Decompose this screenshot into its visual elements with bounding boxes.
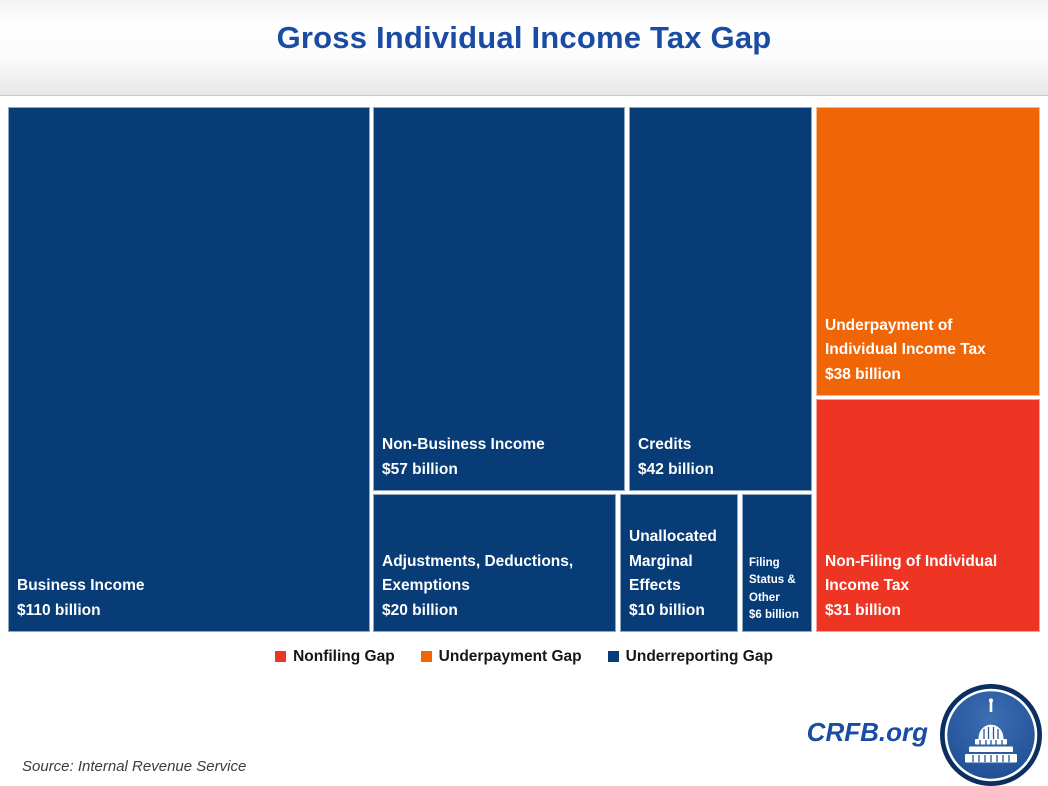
block-value: $110 billion xyxy=(17,601,101,619)
page-title: Gross Individual Income Tax Gap xyxy=(276,20,772,55)
treemap-block-adjustments-deductions-exemptions: Adjustments, Deductions, Exemptions $20 … xyxy=(373,494,616,632)
legend-label: Nonfiling Gap xyxy=(293,648,395,665)
treemap-block-filing-status-other: Filing Status & Other $6 billion xyxy=(742,494,812,632)
source-note: Source: Internal Revenue Service xyxy=(22,758,247,775)
block-label: Credits xyxy=(638,436,692,454)
legend-label: Underreporting Gap xyxy=(625,648,773,665)
block-label: Underpayment of Individual Income Tax xyxy=(825,316,986,359)
legend-item-underreporting: Underreporting Gap xyxy=(607,648,773,666)
crfb-capitol-logo-icon xyxy=(940,684,1042,786)
crfb-branding: CRFB.org xyxy=(807,684,1042,786)
title-banner: Gross Individual Income Tax Gap xyxy=(0,0,1048,96)
treemap-block-nonfiling: Non-Filing of Individual Income Tax $31 … xyxy=(816,399,1040,632)
legend: Nonfiling Gap Underpayment Gap Underrepo… xyxy=(0,648,1048,666)
treemap-block-unallocated-marginal-effects: Unallocated Marginal Effects $10 billion xyxy=(620,494,738,632)
block-value: $57 billion xyxy=(382,460,458,478)
legend-item-nonfiling: Nonfiling Gap xyxy=(275,648,395,666)
treemap-chart: Business Income $110 billion Non-Busines… xyxy=(8,107,1040,632)
treemap-block-credits: Credits $42 billion xyxy=(629,107,812,491)
underpayment-swatch-icon xyxy=(420,650,432,662)
legend-label: Underpayment Gap xyxy=(438,648,582,665)
block-label: Business Income xyxy=(17,577,145,595)
nonfiling-swatch-icon xyxy=(275,650,287,662)
underreporting-swatch-icon xyxy=(607,650,619,662)
block-value: $10 billion xyxy=(629,601,705,619)
block-value: $6 billion xyxy=(749,608,799,621)
block-value: $38 billion xyxy=(825,365,901,383)
block-value: $31 billion xyxy=(825,601,901,619)
legend-item-underpayment: Underpayment Gap xyxy=(420,648,582,666)
block-label: Non-Business Income xyxy=(382,436,545,454)
treemap-block-nonbusiness-income: Non-Business Income $57 billion xyxy=(373,107,625,491)
block-label: Filing Status & Other xyxy=(749,557,796,604)
treemap-block-business-income: Business Income $110 billion xyxy=(8,107,370,632)
block-value: $20 billion xyxy=(382,601,458,619)
treemap-block-underpayment: Underpayment of Individual Income Tax $3… xyxy=(816,107,1040,396)
block-label: Non-Filing of Individual Income Tax xyxy=(825,552,998,595)
block-value: $42 billion xyxy=(638,460,714,478)
block-label: Adjustments, Deductions, Exemptions xyxy=(382,552,574,595)
crfb-url: CRFB.org xyxy=(806,716,928,747)
block-label: Unallocated Marginal Effects xyxy=(629,528,717,595)
